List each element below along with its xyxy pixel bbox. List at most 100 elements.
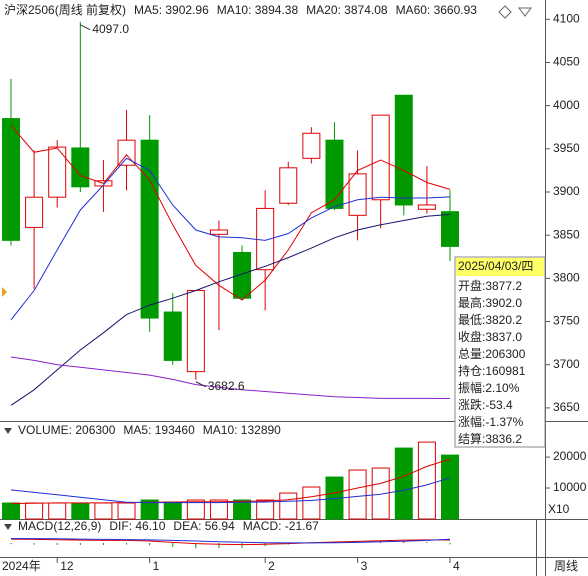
legend-entry: MA5: 3902.96	[134, 3, 209, 17]
unit-label: X10	[548, 502, 570, 516]
candle-body	[209, 229, 228, 235]
candle-body	[2, 118, 20, 241]
annotation: 4097.0	[92, 22, 129, 36]
candle-body	[71, 147, 90, 188]
candle-body	[371, 114, 390, 201]
tooltip-row: 涨跌:-53.4	[458, 397, 513, 412]
y-tick-label: 4100	[553, 11, 580, 25]
tooltip-row: 最低:3820.2	[458, 313, 522, 327]
tooltip-title: 2025/04/03/四	[458, 259, 533, 273]
ma-line	[10, 157, 451, 321]
legend-entry: MA20: 3874.08	[306, 3, 388, 17]
volume-bar	[348, 469, 367, 520]
legend-entry: MA10: 3894.38	[217, 3, 299, 17]
x-tick-label: 4	[453, 559, 460, 573]
tooltip-row: 总量:206300	[458, 347, 526, 361]
volume-bar	[117, 502, 136, 520]
y-tick-label: 3700	[553, 357, 580, 371]
period-label: 周线	[554, 559, 578, 573]
volume-bar	[256, 499, 275, 520]
panel-title: 沪深2506(周线 前复权)	[4, 2, 126, 17]
y-tick-label: 3800	[553, 271, 580, 285]
volume-bar	[371, 467, 390, 520]
y-tick-label: 3950	[553, 141, 580, 155]
legend-entry: DEA: 56.94	[173, 519, 235, 533]
y-tick-label: 3650	[553, 400, 580, 414]
side-arrow[interactable]	[2, 287, 7, 297]
y-tick-label: 4050	[553, 55, 580, 69]
legend-entry: MA5: 193460	[123, 423, 195, 437]
volume-bar	[2, 502, 20, 520]
tooltip: 2025/04/03/四 开盘:3877.2 最高:3902.0 最低:3820.2…	[454, 256, 546, 448]
x-tick-label: 3	[361, 559, 368, 573]
tooltip-row: 开盘:3877.2	[458, 278, 522, 293]
volume-bar	[441, 454, 459, 520]
candle-body	[233, 251, 252, 299]
candle-body	[417, 204, 436, 210]
candle-body	[325, 139, 344, 209]
candle-body	[48, 146, 67, 198]
tooltip-row: 收盘:3837.0	[458, 329, 522, 344]
annotation-pointer	[80, 24, 91, 31]
candle-body	[394, 94, 413, 206]
candle-body	[279, 167, 298, 204]
legend-entry: DIF: 46.10	[109, 519, 165, 533]
y-tick-label: 20000	[553, 449, 587, 463]
tooltip-row: 涨幅:-1.37%	[458, 414, 524, 429]
volume-bar	[233, 499, 252, 520]
annotation: 3682.6	[208, 379, 245, 393]
tooltip-row: 最高:3902.0	[458, 295, 522, 310]
tooltip-header	[456, 258, 544, 276]
ma-line	[10, 125, 451, 301]
y-tick-label: 3750	[553, 314, 580, 328]
volume-bar	[140, 499, 159, 520]
volume-bar	[48, 502, 67, 520]
tooltip-row: 振幅:2.10%	[458, 380, 520, 395]
volume-bar	[163, 501, 182, 520]
volume-bar	[209, 499, 228, 520]
volume-bar	[94, 502, 113, 520]
y-tick-label: 3850	[553, 227, 580, 241]
y-tick-label: 3900	[553, 184, 580, 198]
tooltip-box	[454, 256, 546, 448]
ma-line	[10, 538, 451, 544]
volume-bar	[394, 447, 413, 520]
x-tick-label: 1	[153, 559, 160, 573]
panel-menu[interactable]	[4, 428, 12, 434]
volume-bar	[25, 502, 44, 520]
legend-entry: MACD: -21.67	[243, 519, 319, 533]
x-tick-label: 2	[268, 559, 275, 573]
candle-body	[25, 196, 44, 228]
candle-body	[302, 132, 321, 159]
candle-body	[163, 311, 182, 361]
shape-button[interactable]	[498, 5, 512, 19]
legend-entry: MA10: 132890	[203, 423, 281, 437]
candle-body	[441, 211, 459, 247]
candle-body	[140, 139, 159, 319]
panel-menu[interactable]	[4, 524, 12, 530]
candle-body	[348, 173, 367, 216]
y-tick-label: 10000	[553, 480, 587, 494]
tooltip-row: 结算:3836.2	[458, 431, 522, 446]
annotation-pointer	[195, 381, 207, 388]
ma-line	[10, 538, 451, 546]
candle-body	[186, 289, 205, 373]
panel-title: MACD(12,26,9)	[18, 519, 101, 533]
ma-line	[10, 458, 451, 504]
year-label: 2024年	[2, 559, 41, 573]
dropdown-button[interactable]	[518, 7, 532, 17]
ma-line	[10, 477, 451, 504]
y-tick-label: 4000	[553, 98, 580, 112]
panel-title: VOLUME: 206300	[18, 423, 116, 437]
ma-line	[10, 356, 451, 399]
volume-bar	[279, 492, 298, 520]
volume-bar	[186, 499, 205, 520]
volume-bar	[302, 486, 321, 520]
x-tick-label: 12	[60, 559, 74, 573]
volume-bar	[417, 441, 436, 520]
legend-entry: MA60: 3660.93	[396, 3, 478, 17]
volume-bar	[71, 502, 90, 520]
tooltip-row: 持仓:160981	[458, 363, 526, 378]
ma-line	[10, 213, 451, 406]
